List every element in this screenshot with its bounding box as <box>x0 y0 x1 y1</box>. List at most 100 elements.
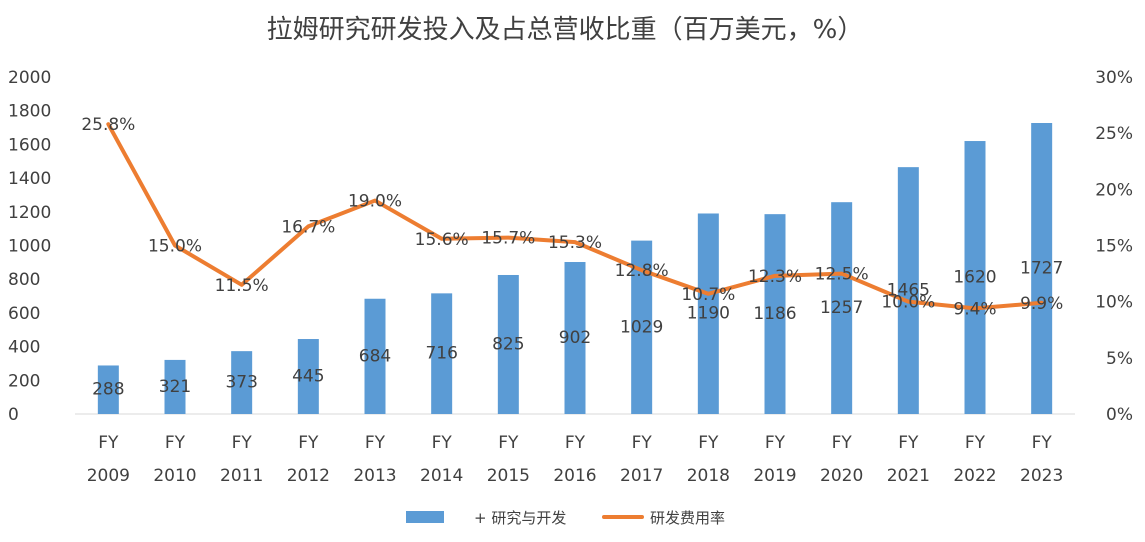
line-series <box>106 122 1044 311</box>
bar-data-labels: 288 321 373 445 684 716 825 902 1029 1190 1186 1257… <box>92 259 1063 400</box>
bar-data-label: 1190 <box>687 304 730 324</box>
x-axis-category-year: 2019 <box>753 466 796 486</box>
x-axis-category-prefix: FY <box>298 433 319 453</box>
right-axis: 0% 5% 10% 15% 20% 25% 30% <box>1095 68 1133 425</box>
x-axis-category-prefix: FY <box>565 433 586 453</box>
line-data-label: 9.9% <box>1020 294 1063 314</box>
bar-rd-fy-2018 <box>697 213 719 414</box>
bar-data-label: 902 <box>559 328 591 348</box>
left-axis-tick-label: 1800 <box>8 102 51 122</box>
x-axis-category-prefix: FY <box>165 433 186 453</box>
x-axis-category-prefix: FY <box>432 433 453 453</box>
bar-data-label: 825 <box>492 334 524 354</box>
left-axis-tick-label: 1000 <box>8 237 51 257</box>
x-axis-category-prefix: FY <box>898 433 919 453</box>
bar-rd-fy-2014 <box>431 293 453 414</box>
bar-rd-fy-2022 <box>964 141 986 414</box>
bar-rd-fy-2021 <box>897 167 919 414</box>
bar-data-label: 1465 <box>887 281 930 301</box>
right-axis-tick-label: 20% <box>1095 180 1133 200</box>
x-axis-category-prefix: FY <box>365 433 386 453</box>
x-axis-category-year: 2021 <box>887 466 930 486</box>
bar-rd-fy-2016 <box>564 262 586 414</box>
x-axis-category-prefix: FY <box>765 433 786 453</box>
bar-data-label: 288 <box>92 380 124 400</box>
bar-rd-fy-2012 <box>297 339 319 414</box>
line-data-label: 12.8% <box>615 261 669 281</box>
right-axis-tick-label: 10% <box>1095 293 1133 313</box>
left-axis-tick-label: 600 <box>8 304 40 324</box>
x-axis-category-year: 2023 <box>1020 466 1063 486</box>
bar-rd-fy-2015 <box>497 274 519 414</box>
bar-data-label: 445 <box>292 367 324 387</box>
legend: + 研究与开发 研发费用率 <box>406 509 725 527</box>
x-axis-category-prefix: FY <box>98 433 119 453</box>
x-axis-category-prefix: FY <box>632 433 653 453</box>
line-data-label: 25.8% <box>81 115 135 135</box>
bar-data-label: 1620 <box>953 268 996 288</box>
bar-data-label: 1727 <box>1020 259 1063 279</box>
bar-rd-fy-2011 <box>231 351 253 414</box>
x-axis-category-year: 2018 <box>687 466 730 486</box>
bar-data-label: 1186 <box>753 304 796 324</box>
x-axis-category-prefix: FY <box>498 433 519 453</box>
line-data-label: 12.5% <box>815 265 869 285</box>
x-axis-category-year: 2012 <box>287 466 330 486</box>
left-axis: 0 200 400 600 800 1000 1200 1400 1600 1800 2000 <box>8 68 51 425</box>
line-data-label: 19.0% <box>348 192 402 212</box>
bar-data-label: 321 <box>159 377 191 397</box>
x-axis-category-labels: FY 2009 FY 2010 FY 2011 FY 2012 FY 2013 FY 2014 FY 20… <box>87 433 1064 486</box>
left-axis-tick-label: 2000 <box>8 68 51 88</box>
line-data-label: 15.3% <box>548 233 602 253</box>
x-axis-category-prefix: FY <box>232 433 253 453</box>
x-axis-category-prefix: FY <box>965 433 986 453</box>
bar-data-label: 1257 <box>820 298 863 318</box>
x-axis-category-prefix: FY <box>832 433 853 453</box>
x-axis-category-year: 2015 <box>487 466 530 486</box>
right-axis-tick-label: 0% <box>1106 405 1133 425</box>
line-data-label: 11.5% <box>215 276 269 296</box>
bar-rd-fy-2023 <box>1031 123 1053 415</box>
bar-rd-fy-2017 <box>631 240 653 414</box>
bar-data-label: 1029 <box>620 317 663 337</box>
x-axis-category-year: 2014 <box>420 466 463 486</box>
left-axis-tick-label: 1400 <box>8 169 51 189</box>
line-data-label: 15.7% <box>481 229 535 249</box>
x-axis-category-prefix: FY <box>698 433 719 453</box>
left-axis-tick-label: 200 <box>8 371 40 391</box>
line-data-labels: 25.8% 15.0% 11.5% 16.7% 19.0% 15.6% 15.7% 15.3%… <box>81 115 1063 319</box>
bar-data-label: 373 <box>225 373 257 393</box>
left-axis-tick-label: 400 <box>8 338 40 358</box>
line-data-label: 12.3% <box>748 267 802 287</box>
right-axis-tick-label: 15% <box>1095 237 1133 257</box>
bar-rd-fy-2009 <box>97 365 119 414</box>
left-axis-tick-label: 0 <box>8 405 19 425</box>
bar-data-label: 684 <box>359 346 391 366</box>
x-axis-category-year: 2013 <box>353 466 396 486</box>
right-axis-tick-label: 5% <box>1106 349 1133 369</box>
x-axis-category-year: 2016 <box>553 466 596 486</box>
line-data-label: 9.4% <box>953 299 996 319</box>
line-data-label: 15.6% <box>415 230 469 250</box>
bar-rd-fy-2013 <box>364 298 386 414</box>
line-data-label: 16.7% <box>281 217 335 237</box>
line-data-label: 10.0% <box>881 293 935 313</box>
legend-label-rd: + 研究与开发 <box>474 509 566 527</box>
left-axis-tick-label: 1200 <box>8 203 51 223</box>
x-axis-category-year: 2010 <box>153 466 196 486</box>
bar-rd-fy-2010 <box>164 359 186 414</box>
x-axis-category-year: 2011 <box>220 466 263 486</box>
left-axis-tick-label: 800 <box>8 270 40 290</box>
right-axis-tick-label: 30% <box>1095 68 1133 88</box>
line-data-label: 10.7% <box>681 285 735 305</box>
bar-data-label: 716 <box>425 344 457 364</box>
legend-label-rd-ratio: 研发费用率 <box>650 509 725 527</box>
x-axis-category-year: 2009 <box>87 466 130 486</box>
x-axis-category-year: 2022 <box>953 466 996 486</box>
chart-title: 拉姆研究研发投入及占总营收比重（百万美元，%） <box>267 15 864 45</box>
bar-series <box>97 123 1053 415</box>
x-axis-category-prefix: FY <box>1032 433 1053 453</box>
x-axis-category-year: 2017 <box>620 466 663 486</box>
